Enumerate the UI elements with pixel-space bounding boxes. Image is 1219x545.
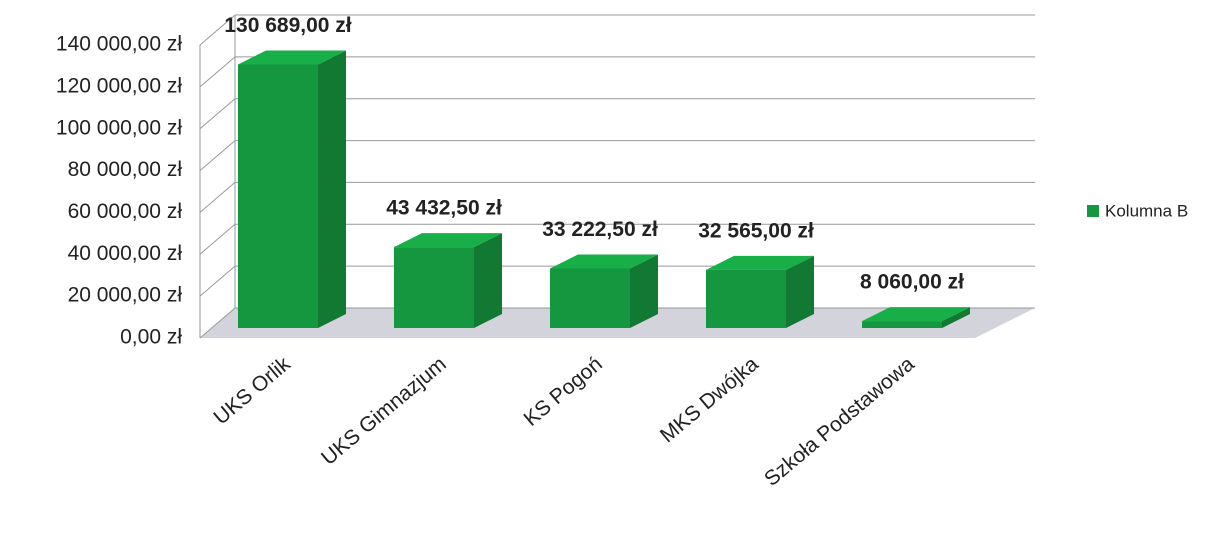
bar-side — [630, 254, 658, 328]
bar — [862, 307, 970, 328]
y-tick-label: 140 000,00 zł — [56, 33, 182, 56]
grid-line — [199, 14, 236, 46]
bar-side — [318, 50, 346, 328]
x-tick-label: Szkoła Podstawowa — [760, 352, 919, 491]
data-label: 33 222,50 zł — [542, 218, 658, 241]
grid-line — [199, 223, 236, 255]
grid-line — [199, 140, 236, 171]
bar-side — [942, 307, 970, 328]
data-label: 32 565,00 zł — [698, 219, 814, 242]
data-label: 43 432,50 zł — [386, 197, 502, 220]
bar-side — [474, 233, 502, 328]
bar-top — [706, 255, 814, 270]
data-label: 8 060,00 zł — [860, 271, 964, 294]
y-tick-label: 100 000,00 zł — [56, 116, 182, 139]
grid-line — [199, 307, 236, 339]
y-tick-label: 20 000,00 zł — [68, 284, 183, 307]
bar-top — [550, 254, 658, 269]
y-tick-label: 60 000,00 zł — [68, 200, 183, 223]
grid-line — [199, 56, 236, 88]
x-tick-label: UKS Orlik — [209, 352, 295, 429]
x-tick-label: KS Pogoń — [520, 352, 607, 430]
bar — [706, 255, 814, 328]
bar-front — [394, 247, 474, 328]
bar — [238, 50, 346, 328]
bar-top — [862, 307, 970, 322]
bar-front — [862, 321, 942, 328]
grid-line — [199, 182, 236, 213]
x-tick-label: UKS Gimnazjum — [317, 352, 451, 469]
y-tick-label: 120 000,00 zł — [56, 74, 182, 97]
bar-front — [550, 268, 630, 328]
grid-line — [199, 98, 236, 130]
y-tick-label: 0,00 zł — [120, 326, 182, 349]
y-tick-label: 80 000,00 zł — [68, 158, 183, 181]
bar — [550, 254, 658, 328]
bar-front — [238, 64, 318, 328]
data-label: 130 689,00 zł — [224, 14, 351, 37]
bar-front — [706, 269, 786, 328]
bar-side — [786, 255, 814, 328]
legend-swatch — [1087, 205, 1099, 217]
grid-line — [199, 265, 236, 297]
y-tick-label: 40 000,00 zł — [68, 242, 183, 265]
bar-top — [394, 233, 502, 248]
bar — [394, 233, 502, 328]
bar-top — [238, 50, 346, 65]
legend-label: Kolumna B — [1105, 201, 1188, 220]
x-tick-label: MKS Dwójka — [656, 352, 763, 447]
